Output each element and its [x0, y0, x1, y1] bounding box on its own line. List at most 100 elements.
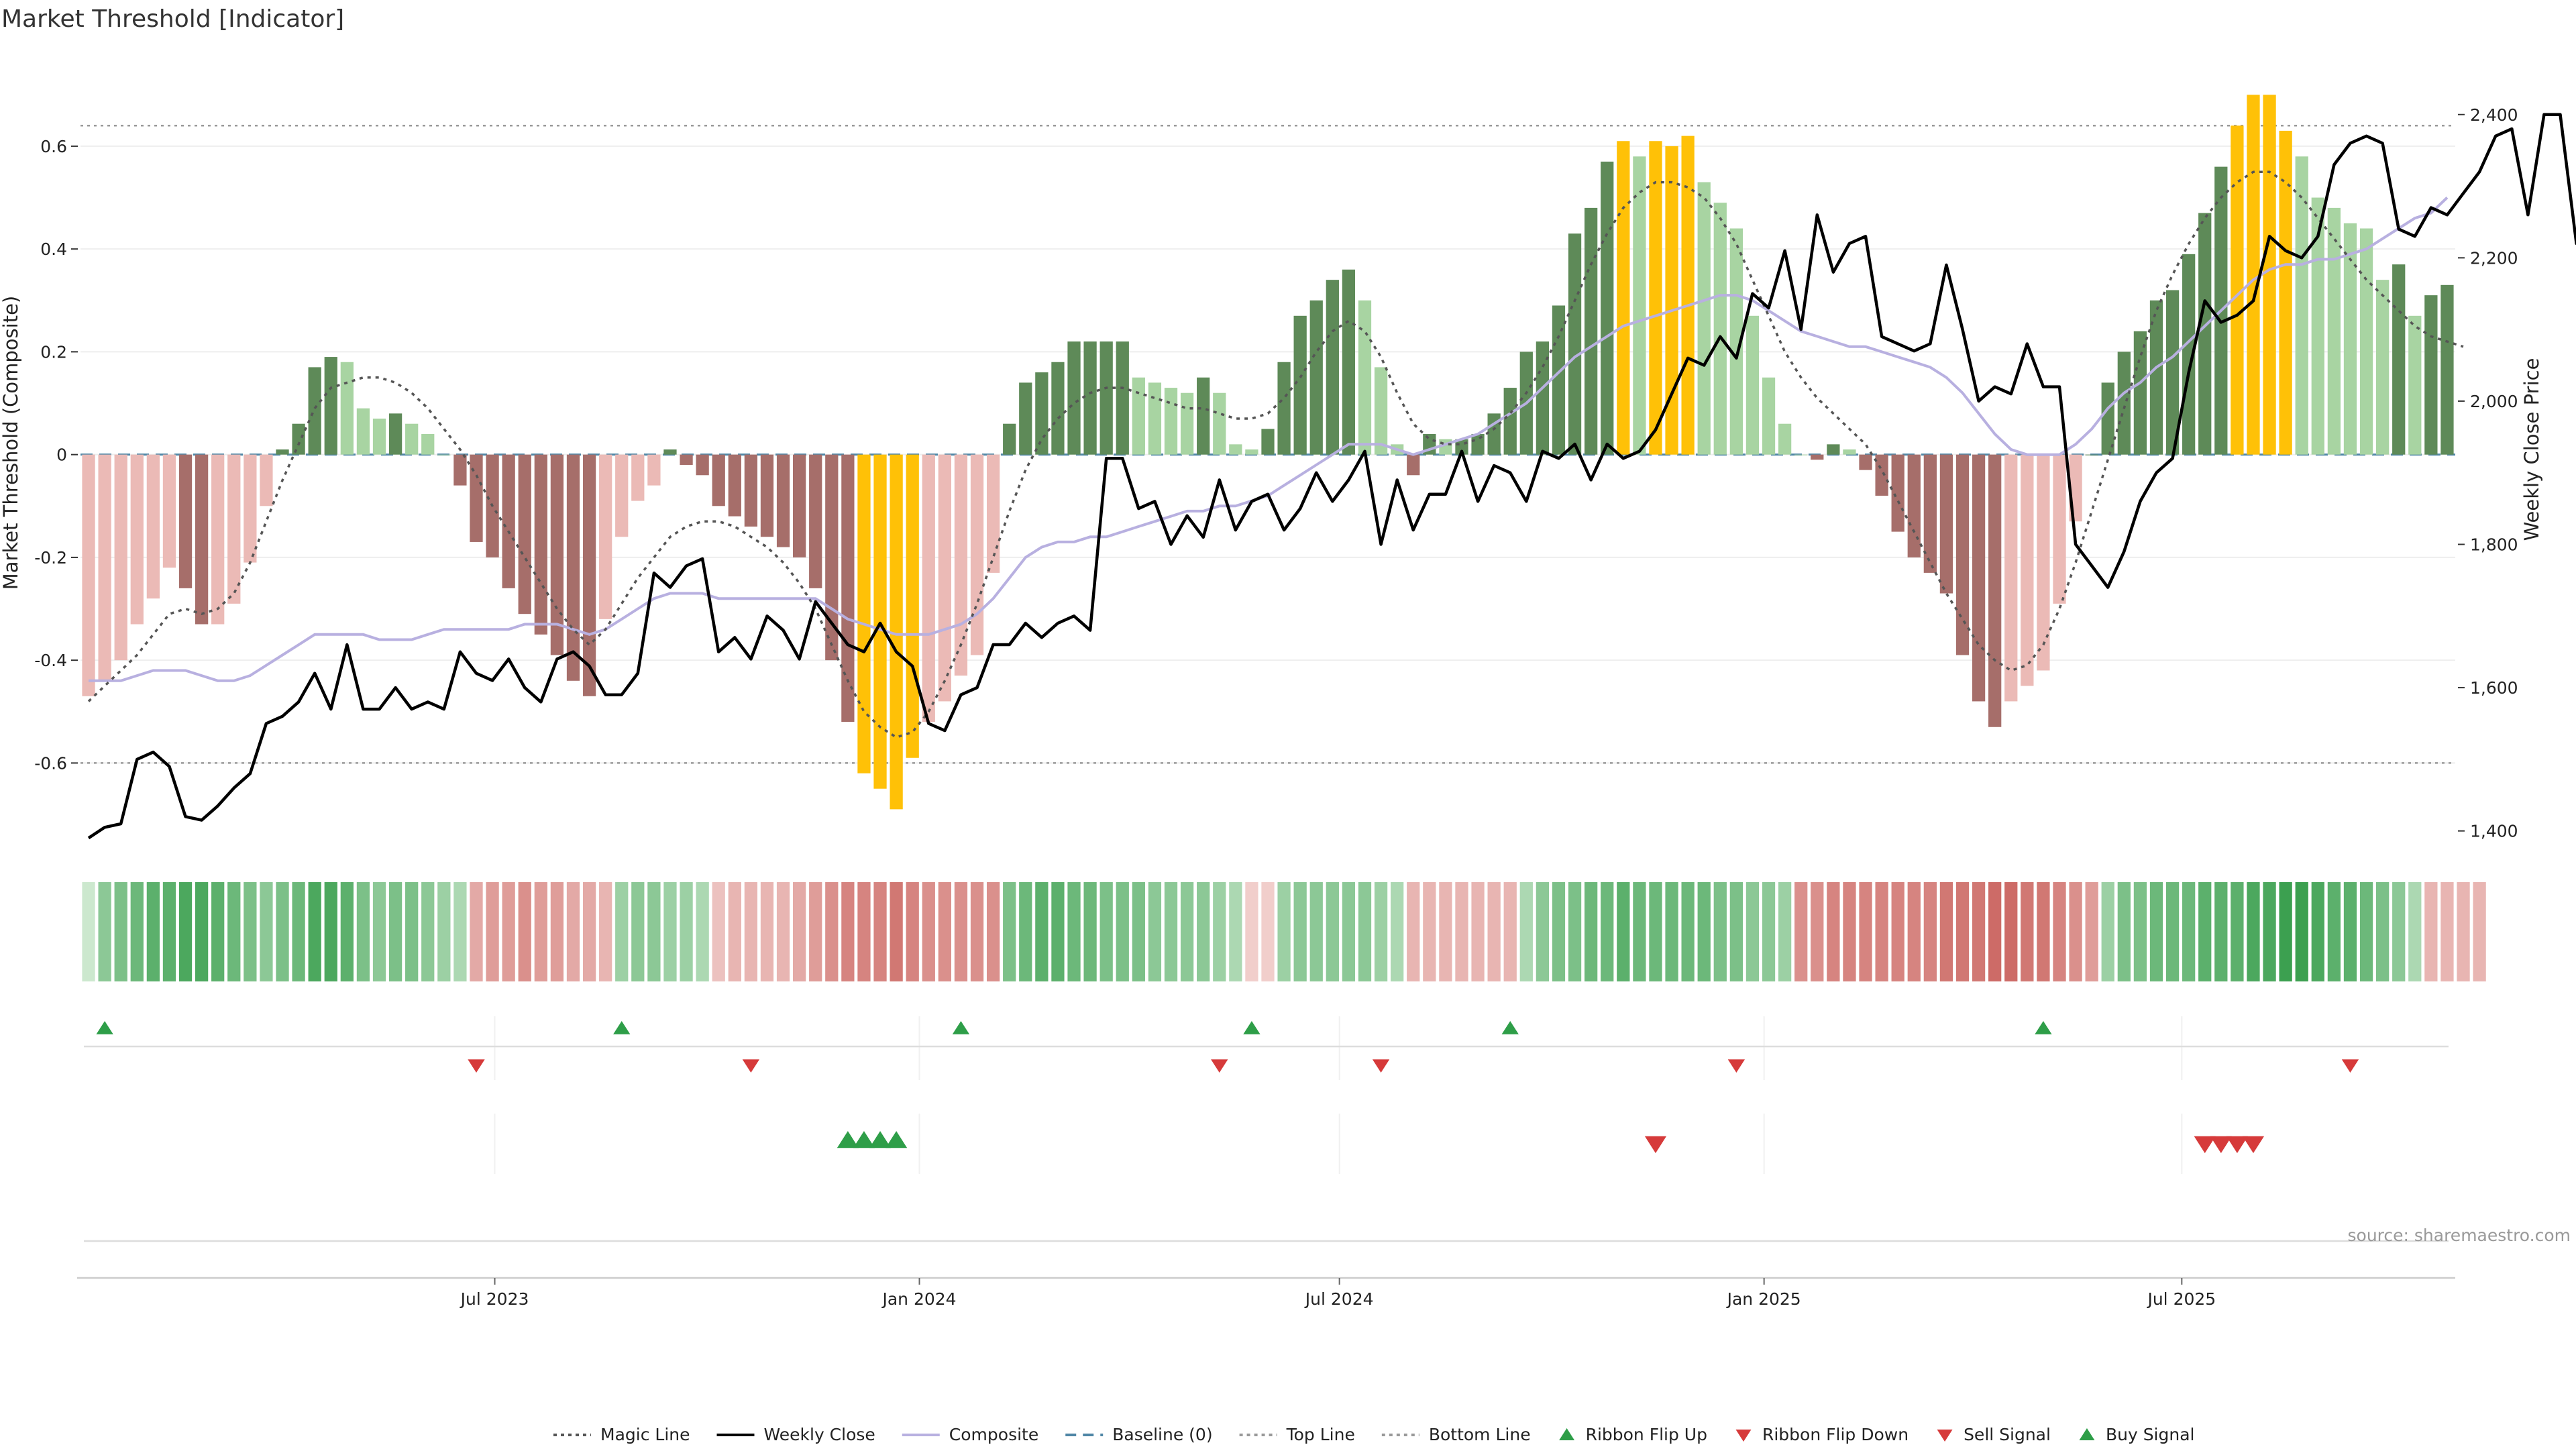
composite-bar [1358, 300, 1372, 455]
composite-bar [1067, 341, 1081, 455]
ribbon-cell [2021, 882, 2034, 981]
composite-bar [2440, 284, 2454, 455]
composite-bar [470, 454, 483, 542]
ribbon-cell [502, 882, 515, 981]
ribbon-flip-up-marker [2035, 1021, 2052, 1034]
legend-item: Ribbon Flip Down [1735, 1425, 1909, 1444]
composite-bar [1342, 269, 1356, 455]
composite-bar [1811, 454, 1824, 460]
composite-bar [2343, 223, 2357, 455]
ribbon-cell [372, 882, 386, 981]
x-tick-label: Jan 2025 [1726, 1289, 1801, 1309]
ribbon-cell [873, 882, 887, 981]
y2-tick-label: 2,000 [2470, 392, 2518, 411]
composite-bar [308, 367, 321, 455]
composite-bar [1907, 454, 1921, 557]
composite-bar [1035, 372, 1049, 455]
ribbon-cell [696, 882, 709, 981]
buy-signal-marker [869, 1131, 892, 1148]
ribbon-cell [1907, 882, 1921, 981]
composite-bar [1778, 423, 1792, 455]
ribbon-cell [1423, 882, 1436, 981]
composite-bar [1875, 454, 1888, 496]
ribbon-flip-up-marker [1243, 1021, 1260, 1034]
composite-bar [324, 357, 337, 455]
y-tick-label: 0.6 [40, 137, 67, 156]
ribbon-flip-down-marker [1211, 1059, 1228, 1073]
ribbon-cell [1536, 882, 1550, 981]
buy-signal-marker [837, 1131, 859, 1148]
ribbon-cell [1972, 882, 1986, 981]
composite-bar [195, 454, 209, 625]
x-axis: Jul 2023 Jan 2024 Jul 2024 Jan 2025 Jul 2025 [77, 1277, 2455, 1309]
ribbon-cell [1939, 882, 1953, 981]
composite-bar [1116, 341, 1129, 455]
composite-bar [356, 408, 370, 455]
ribbon-cell [631, 882, 645, 981]
composite-bar [2327, 207, 2341, 455]
composite-bar [1245, 449, 1258, 455]
ribbon-cell [744, 882, 758, 981]
legend-label: Ribbon Flip Down [1762, 1425, 1909, 1444]
sell-signal-marker [2194, 1136, 2216, 1153]
ribbon-cell [1309, 882, 1323, 981]
composite-bar [1229, 444, 1242, 455]
ribbon-cell [1293, 882, 1307, 981]
series-lines [87, 113, 2576, 840]
composite-bar [1746, 315, 1760, 455]
composite-bar [130, 454, 144, 625]
ribbon-cell [680, 882, 693, 981]
composite-bar [873, 454, 887, 789]
left-axis-label: Market Threshold (Composite) [0, 296, 22, 590]
composite-bar [2053, 454, 2066, 604]
y-tick-label: 0.2 [40, 342, 67, 362]
ribbon-cell [1762, 882, 1776, 981]
composite-bar [2182, 254, 2196, 455]
composite-bar [2279, 130, 2292, 455]
ribbon-cell [1277, 882, 1291, 981]
ribbon-strip [82, 882, 2486, 981]
composite-bar [2037, 454, 2050, 671]
composite-bar [372, 419, 386, 455]
ribbon-cell [470, 882, 483, 981]
ribbon-cell [1988, 882, 2002, 981]
ribbon-cell [2165, 882, 2180, 981]
composite-bar [1374, 367, 1388, 455]
legend-label: Weekly Close [764, 1425, 875, 1444]
sell-signal-marker [2210, 1136, 2232, 1153]
ribbon-cell [2182, 882, 2196, 981]
composite-bar [1988, 454, 2002, 727]
composite-bar [1487, 413, 1501, 455]
y2-tick-label: 2,400 [2470, 105, 2518, 125]
composite-bar [2392, 264, 2406, 455]
ribbon-cell [1681, 882, 1695, 981]
composite-bar [2149, 300, 2163, 455]
y-tick-label: -0.6 [34, 753, 67, 773]
composite-bar [227, 454, 241, 604]
ribbon-cell [922, 882, 935, 981]
ribbon-cell [82, 882, 95, 981]
ribbon-cell [1083, 882, 1097, 981]
ribbon-cell [1891, 882, 1904, 981]
composite-bar [211, 454, 225, 625]
ribbon-flip-up-marker [1501, 1021, 1519, 1034]
ribbon-flip-down-marker [1727, 1059, 1746, 1073]
ribbon-cell [1617, 882, 1630, 981]
composite-bar [1923, 454, 1937, 573]
y-tick-label: -0.4 [34, 651, 67, 670]
composite-bar [2376, 280, 2390, 455]
composite-bar [162, 454, 176, 568]
ribbon-cell [2085, 882, 2098, 981]
ribbon-cell [615, 882, 629, 981]
ribbon-cell [841, 882, 855, 981]
ribbon-cell [292, 882, 305, 981]
legend-label: Bottom Line [1429, 1425, 1531, 1444]
ribbon-cell [1923, 882, 1937, 981]
legend-label: Magic Line [600, 1425, 690, 1444]
composite-bar [276, 449, 289, 455]
ribbon-cell [1601, 882, 1614, 981]
composite-bar [98, 454, 111, 681]
ribbon-flip-down-marker [468, 1059, 485, 1073]
ribbon-cell [340, 882, 354, 981]
composite-bar [1213, 392, 1226, 455]
